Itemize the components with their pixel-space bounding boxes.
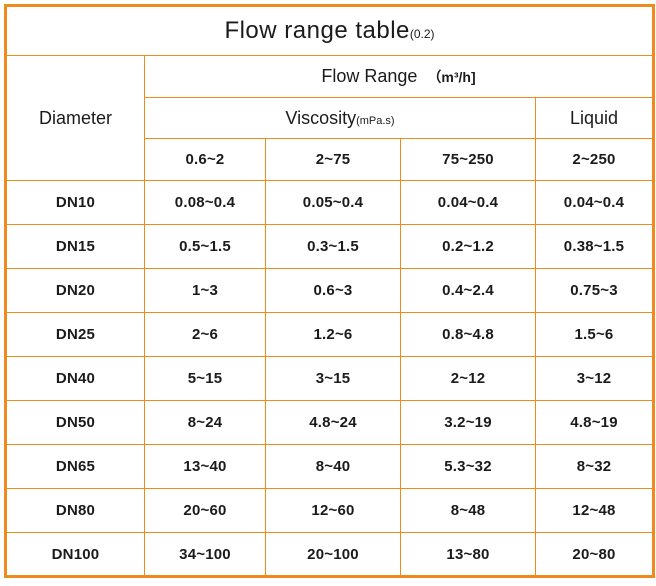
value-cell: 2~6 bbox=[144, 312, 266, 357]
diameter-cell: DN25 bbox=[5, 312, 145, 357]
value-cell: 34~100 bbox=[144, 532, 266, 577]
value-cell: 0.04~0.4 bbox=[400, 180, 536, 225]
flow-range-header: Flow Range （m³/h] bbox=[144, 55, 654, 98]
diameter-cell: DN65 bbox=[5, 444, 145, 489]
liquid-header: Liquid bbox=[535, 97, 654, 139]
value-cell: 4.8~19 bbox=[535, 400, 654, 445]
value-cell: 20~80 bbox=[535, 532, 654, 577]
table-title-text: Flow range table bbox=[224, 17, 410, 44]
value-cell: 3~15 bbox=[265, 356, 401, 401]
flow-range-unit: （m³/h] bbox=[427, 69, 476, 85]
viscosity-column-header: 2~75 bbox=[265, 138, 401, 181]
value-cell: 8~48 bbox=[400, 488, 536, 533]
value-cell: 8~40 bbox=[265, 444, 401, 489]
value-cell: 0.3~1.5 bbox=[265, 224, 401, 269]
table-row: DN80 20~60 12~60 8~48 12~48 bbox=[5, 488, 654, 533]
value-cell: 13~40 bbox=[144, 444, 266, 489]
diameter-header: Diameter bbox=[5, 55, 145, 181]
value-cell: 2~12 bbox=[400, 356, 536, 401]
value-cell: 3~12 bbox=[535, 356, 654, 401]
header-row-flow-range: Diameter Flow Range （m³/h] bbox=[5, 55, 654, 181]
title-row: Flow range table(0.2) bbox=[5, 5, 654, 56]
value-cell: 8~32 bbox=[535, 444, 654, 489]
table-row: DN10 0.08~0.4 0.05~0.4 0.04~0.4 0.04~0.4 bbox=[5, 180, 654, 225]
viscosity-unit: (mPa.s) bbox=[356, 114, 395, 127]
table-row: DN65 13~40 8~40 5.3~32 8~32 bbox=[5, 444, 654, 489]
flow-range-label: Flow Range bbox=[321, 66, 418, 86]
value-cell: 20~100 bbox=[265, 532, 401, 577]
viscosity-header: Viscosity(mPa.s) bbox=[144, 97, 536, 139]
value-cell: 0.75~3 bbox=[535, 268, 654, 313]
table-body: DN10 0.08~0.4 0.05~0.4 0.04~0.4 0.04~0.4 DN15… bbox=[5, 180, 654, 577]
table-row: DN100 34~100 20~100 13~80 20~80 bbox=[5, 532, 654, 577]
liquid-column-header: 2~250 bbox=[535, 138, 654, 181]
diameter-cell: DN40 bbox=[5, 356, 145, 401]
table-row: DN25 2~6 1.2~6 0.8~4.8 1.5~6 bbox=[5, 312, 654, 357]
header-row-ranges: 0.6~2 2~75 75~250 2~250 bbox=[6, 138, 654, 181]
value-cell: 0.38~1.5 bbox=[535, 224, 654, 269]
value-cell: 3.2~19 bbox=[400, 400, 536, 445]
value-cell: 20~60 bbox=[144, 488, 266, 533]
value-cell: 0.4~2.4 bbox=[400, 268, 536, 313]
table-row: DN40 5~15 3~15 2~12 3~12 bbox=[5, 356, 654, 401]
flow-range-table: Flow range table(0.2) Diameter Flow Rang… bbox=[4, 4, 655, 578]
diameter-cell: DN100 bbox=[5, 532, 145, 577]
value-cell: 1.2~6 bbox=[265, 312, 401, 357]
value-cell: 0.05~0.4 bbox=[265, 180, 401, 225]
viscosity-column-header: 0.6~2 bbox=[144, 138, 266, 181]
value-cell: 8~24 bbox=[144, 400, 266, 445]
value-cell: 12~60 bbox=[265, 488, 401, 533]
value-cell: 13~80 bbox=[400, 532, 536, 577]
diameter-cell: DN50 bbox=[5, 400, 145, 445]
value-cell: 5.3~32 bbox=[400, 444, 536, 489]
table-row: DN20 1~3 0.6~3 0.4~2.4 0.75~3 bbox=[5, 268, 654, 313]
value-cell: 0.08~0.4 bbox=[144, 180, 266, 225]
viscosity-column-header: 75~250 bbox=[400, 138, 536, 181]
value-cell: 1.5~6 bbox=[535, 312, 654, 357]
value-cell: 0.6~3 bbox=[265, 268, 401, 313]
header-row-viscosity: Viscosity(mPa.s) Liquid bbox=[6, 97, 654, 139]
diameter-cell: DN15 bbox=[5, 224, 145, 269]
table-title: Flow range table(0.2) bbox=[5, 5, 654, 56]
value-cell: 5~15 bbox=[144, 356, 266, 401]
diameter-cell: DN20 bbox=[5, 268, 145, 313]
value-cell: 0.8~4.8 bbox=[400, 312, 536, 357]
value-cell: 4.8~24 bbox=[265, 400, 401, 445]
table-title-note: (0.2) bbox=[409, 27, 435, 41]
value-cell: 0.04~0.4 bbox=[535, 180, 654, 225]
diameter-cell: DN80 bbox=[5, 488, 145, 533]
value-cell: 0.5~1.5 bbox=[144, 224, 266, 269]
value-cell: 12~48 bbox=[535, 488, 654, 533]
diameter-cell: DN10 bbox=[5, 180, 145, 225]
value-cell: 1~3 bbox=[144, 268, 266, 313]
value-cell: 0.2~1.2 bbox=[400, 224, 536, 269]
viscosity-label: Viscosity bbox=[285, 107, 357, 128]
table-row: DN50 8~24 4.8~24 3.2~19 4.8~19 bbox=[5, 400, 654, 445]
table-row: DN15 0.5~1.5 0.3~1.5 0.2~1.2 0.38~1.5 bbox=[5, 224, 654, 269]
